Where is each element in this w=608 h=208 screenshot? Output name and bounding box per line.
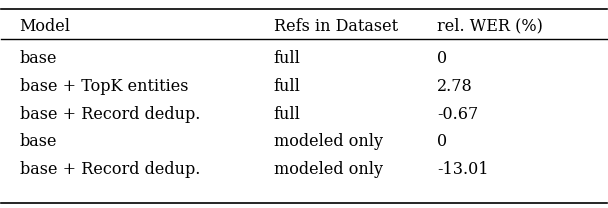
Text: full: full — [274, 50, 300, 67]
Text: base: base — [19, 134, 57, 150]
Text: rel. WER (%): rel. WER (%) — [437, 17, 543, 35]
Text: Refs in Dataset: Refs in Dataset — [274, 17, 398, 35]
Text: -13.01: -13.01 — [437, 161, 489, 178]
Text: -0.67: -0.67 — [437, 106, 478, 123]
Text: Model: Model — [19, 17, 71, 35]
Text: 0: 0 — [437, 134, 447, 150]
Text: base: base — [19, 50, 57, 67]
Text: modeled only: modeled only — [274, 161, 383, 178]
Text: full: full — [274, 106, 300, 123]
Text: full: full — [274, 78, 300, 95]
Text: base + Record dedup.: base + Record dedup. — [19, 161, 200, 178]
Text: modeled only: modeled only — [274, 134, 383, 150]
Text: base + Record dedup.: base + Record dedup. — [19, 106, 200, 123]
Text: 2.78: 2.78 — [437, 78, 473, 95]
Text: 0: 0 — [437, 50, 447, 67]
Text: base + TopK entities: base + TopK entities — [19, 78, 188, 95]
